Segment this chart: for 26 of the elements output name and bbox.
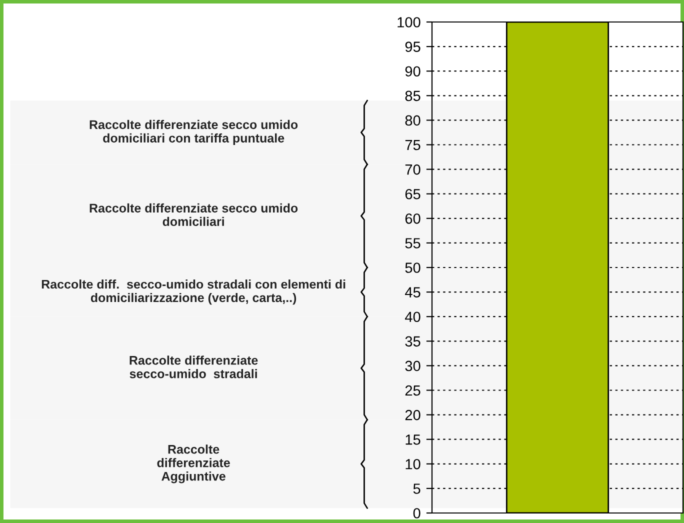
y-tick-label: 45 <box>405 287 420 298</box>
y-tick-label: 85 <box>405 90 420 102</box>
band-label: Raccolte differenziate secco-umido stradali <box>130 356 258 378</box>
band-label: Raccolte differenziate secco umido domiciliari <box>90 203 298 226</box>
y-tick-label: 10 <box>406 459 420 470</box>
y-tick-label: 0 <box>413 508 420 518</box>
y-tick-label: 25 <box>405 385 420 396</box>
y-tick-label: 70 <box>405 164 420 175</box>
y-tick-label: 50 <box>405 262 420 273</box>
band-label: Raccolte differenziate secco umido domiciliari con tariffa puntuale <box>90 120 298 146</box>
y-tick-label: 60 <box>405 214 420 224</box>
y-tick-label: 95 <box>405 42 420 52</box>
band-label: Raccolte differenziate Aggiuntive <box>157 444 230 484</box>
y-tick-label: 15 <box>406 434 420 445</box>
y-tick-label: 35 <box>405 336 420 347</box>
y-tick-label: 75 <box>405 140 420 150</box>
y-tick-label: 55 <box>405 238 420 248</box>
y-tick-label: 40 <box>405 312 420 322</box>
y-tick-label: 100 <box>398 17 420 28</box>
y-tick-label: 65 <box>405 188 420 200</box>
y-tick-label: 20 <box>405 410 420 420</box>
y-tick-label: 30 <box>405 360 420 372</box>
y-tick-label: 80 <box>405 115 420 126</box>
y-tick-label: 5 <box>413 484 420 494</box>
y-tick-label: 90 <box>405 66 420 77</box>
band-label: Raccolte diff. secco-umido stradali con elementi di domiciliarizzazione (verde, carta,..) <box>42 279 346 305</box>
